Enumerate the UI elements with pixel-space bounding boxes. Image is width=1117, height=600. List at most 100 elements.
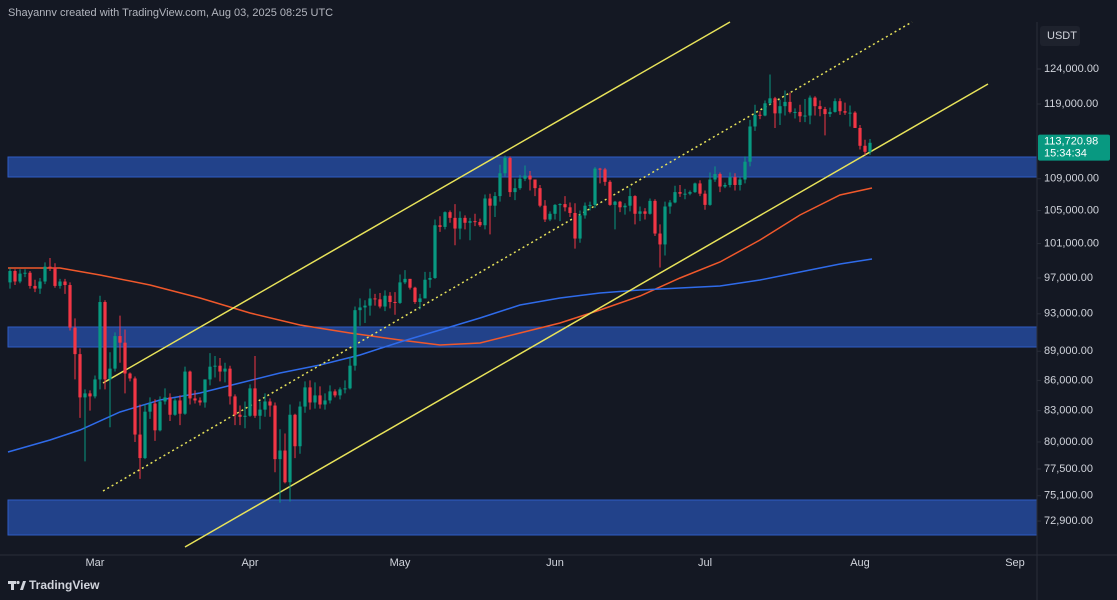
- candle-body: [503, 157, 507, 174]
- candle-body: [578, 215, 582, 239]
- candle-body: [343, 388, 347, 390]
- candle-body: [388, 295, 392, 303]
- resistance-zone: [7, 156, 1038, 178]
- candle-body: [778, 106, 782, 114]
- last-price-label: 113,720.98: [1044, 136, 1098, 148]
- candle-body: [223, 368, 227, 372]
- candle-body: [613, 201, 617, 205]
- channel: [102, 21, 989, 548]
- candle-body: [463, 217, 467, 223]
- candle-body: [13, 270, 17, 282]
- candle-body: [483, 198, 487, 226]
- candle-body: [723, 184, 727, 187]
- y-tick-label: 77,500.00: [1044, 463, 1093, 475]
- candle-body: [118, 336, 122, 343]
- candle-body: [358, 307, 362, 311]
- candle-body: [78, 354, 82, 398]
- candle-body: [743, 161, 747, 180]
- candle-body: [803, 115, 807, 117]
- candle-body: [828, 111, 832, 115]
- logo-shape: [20, 581, 26, 590]
- y-tick-label: 119,000.00: [1044, 98, 1098, 110]
- candle-body: [408, 278, 412, 288]
- candle-body: [233, 396, 237, 415]
- currency-label: USDT: [1047, 30, 1077, 42]
- candle-body: [628, 196, 632, 206]
- candle-body: [808, 97, 812, 116]
- candle-body: [23, 272, 27, 274]
- candle-body: [133, 378, 137, 435]
- channel-middle: [102, 21, 913, 492]
- candle-body: [348, 365, 352, 389]
- candle-body: [138, 434, 142, 459]
- candle-body: [443, 212, 447, 227]
- candle-body: [338, 389, 342, 396]
- candle-body: [658, 233, 662, 245]
- footer-logo: [8, 580, 26, 590]
- candle-body: [703, 193, 707, 205]
- candle-body: [428, 277, 432, 280]
- candle-body: [148, 403, 152, 412]
- candle-body: [798, 111, 802, 117]
- candle-body: [163, 397, 167, 402]
- candle-body: [373, 298, 377, 300]
- y-tick-label: 80,000.00: [1044, 436, 1093, 448]
- candle-body: [468, 221, 472, 223]
- candle-body: [653, 200, 657, 234]
- candle-body: [8, 270, 12, 283]
- candle-body: [738, 179, 742, 185]
- candle-body: [303, 387, 307, 407]
- candle-body: [238, 414, 242, 417]
- candle-body: [308, 387, 312, 403]
- candle-body: [68, 285, 72, 328]
- candle-body: [453, 217, 457, 229]
- candle-body: [698, 183, 702, 194]
- candle-body: [213, 365, 217, 367]
- candle-body: [548, 213, 552, 220]
- candle-body: [328, 391, 332, 401]
- candle-body: [598, 168, 602, 170]
- support-zone: [7, 499, 1038, 536]
- candle-body: [783, 101, 787, 107]
- candle-body: [513, 188, 517, 193]
- y-tick-label: 72,900.00: [1044, 515, 1093, 527]
- candle-body: [333, 391, 337, 396]
- candle-body: [563, 204, 567, 208]
- y-tick-label: 105,000.00: [1044, 204, 1099, 216]
- candle-body: [753, 114, 757, 127]
- candle-body: [848, 112, 852, 114]
- candle-body: [763, 103, 767, 116]
- candle-body: [433, 225, 437, 278]
- candle-body: [258, 409, 262, 416]
- x-tick-label: Jun: [546, 557, 564, 569]
- candle-body: [413, 287, 417, 303]
- candle-body: [83, 393, 87, 398]
- countdown-label: 15:34:34: [1044, 148, 1087, 160]
- candle-body: [363, 305, 367, 308]
- candle-body: [538, 188, 542, 206]
- candle-body: [393, 302, 397, 304]
- candle-body: [643, 211, 647, 214]
- x-tick-label: Mar: [86, 557, 105, 569]
- candle-body: [788, 101, 792, 112]
- candle-body: [248, 388, 252, 416]
- candle-body: [558, 204, 562, 206]
- candle-body: [853, 112, 857, 128]
- candle-body: [793, 111, 797, 113]
- channel-lower: [184, 83, 989, 548]
- candle-body: [88, 393, 92, 397]
- candle-body: [418, 298, 422, 303]
- candle-body: [193, 398, 197, 401]
- candle-body: [438, 225, 442, 227]
- logo-shape: [16, 580, 20, 585]
- ma-100: [8, 187, 873, 346]
- candle-body: [93, 379, 97, 397]
- candle-body: [228, 368, 232, 397]
- candle-body: [43, 266, 47, 282]
- y-tick-label: 89,000.00: [1044, 345, 1093, 357]
- candle-body: [268, 401, 272, 406]
- candle-body: [113, 336, 117, 369]
- x-tick-label: Sep: [1005, 557, 1025, 569]
